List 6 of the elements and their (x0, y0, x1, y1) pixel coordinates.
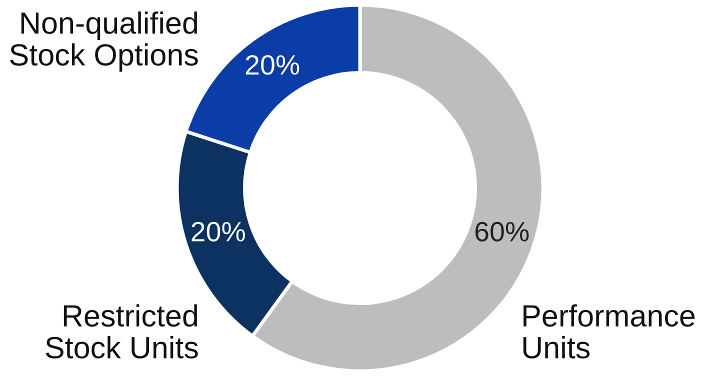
slice-label: Performance Units (523, 304, 695, 359)
slice-label: Non-qualified Stock Options (10, 11, 198, 72)
data-label: 20% (246, 55, 300, 75)
data-label: 20% (192, 222, 245, 242)
slice-label: Restricted Stock Units (46, 304, 198, 359)
data-label: 60% (475, 222, 529, 242)
